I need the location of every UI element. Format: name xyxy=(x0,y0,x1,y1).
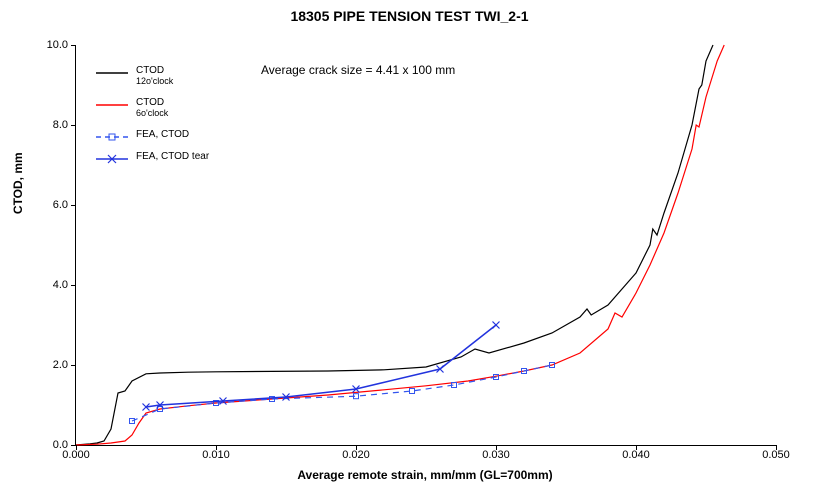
ytick-mark xyxy=(71,205,76,206)
ytick-mark xyxy=(71,285,76,286)
xtick-label: 0.010 xyxy=(202,449,230,461)
y-axis-label: CTOD, mm xyxy=(11,152,25,214)
series-line xyxy=(76,45,724,445)
xtick-label: 0.030 xyxy=(482,449,510,461)
ytick-mark xyxy=(71,125,76,126)
ytick-label: 10.0 xyxy=(28,39,68,51)
xtick-label: 0.000 xyxy=(62,449,90,461)
xtick-label: 0.040 xyxy=(622,449,650,461)
ytick-label: 2.0 xyxy=(28,359,68,371)
x-axis-label: Average remote strain, mm/mm (GL=700mm) xyxy=(75,468,775,482)
series-line xyxy=(76,45,713,445)
xtick-label: 0.050 xyxy=(762,449,790,461)
ytick-label: 4.0 xyxy=(28,279,68,291)
ytick-label: 6.0 xyxy=(28,199,68,211)
plot-area: Average crack size = 4.41 x 100 mm CTOD1… xyxy=(75,45,776,446)
ytick-label: 8.0 xyxy=(28,119,68,131)
xtick-label: 0.020 xyxy=(342,449,370,461)
chart-title: 18305 PIPE TENSION TEST TWI_2-1 xyxy=(0,8,819,24)
series-svg xyxy=(76,45,776,445)
series-line xyxy=(132,365,552,421)
ytick-mark xyxy=(71,45,76,46)
marker-square xyxy=(410,389,415,394)
ytick-mark xyxy=(71,365,76,366)
